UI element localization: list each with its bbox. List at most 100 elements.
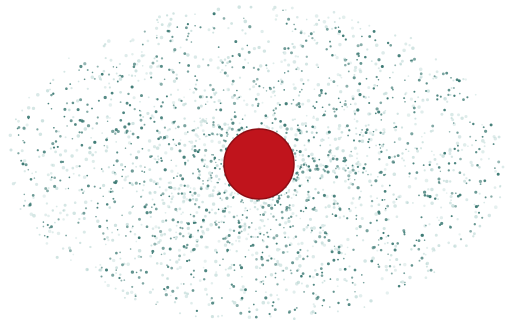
particle bbox=[289, 215, 293, 219]
particle-halo bbox=[389, 253, 393, 257]
particle-halo bbox=[392, 265, 396, 269]
particle-halo bbox=[307, 35, 310, 38]
particle-halo bbox=[279, 82, 283, 86]
particle bbox=[177, 125, 180, 129]
particle bbox=[403, 231, 406, 234]
particle-halo bbox=[339, 74, 342, 77]
particle-halo bbox=[198, 279, 202, 282]
particle bbox=[396, 242, 399, 245]
particle bbox=[482, 126, 485, 129]
particle-halo bbox=[452, 205, 455, 208]
particle bbox=[412, 106, 416, 110]
particle-halo bbox=[464, 114, 468, 119]
particle bbox=[43, 234, 46, 237]
particle bbox=[202, 278, 206, 281]
particle-halo bbox=[352, 197, 355, 200]
particle-halo bbox=[107, 238, 110, 242]
particle-halo bbox=[206, 245, 209, 249]
particle bbox=[352, 76, 356, 80]
particle bbox=[447, 169, 450, 172]
particle bbox=[196, 150, 200, 154]
particle bbox=[457, 79, 461, 83]
particle-halo bbox=[336, 285, 339, 288]
particle-halo bbox=[135, 190, 138, 193]
particle-halo bbox=[297, 254, 302, 258]
particle-halo bbox=[266, 301, 270, 305]
particle bbox=[67, 187, 70, 190]
particle-halo bbox=[403, 262, 407, 267]
particle-halo bbox=[252, 85, 256, 89]
particle bbox=[410, 264, 414, 267]
particle-halo bbox=[296, 280, 301, 285]
particle-halo bbox=[351, 95, 355, 99]
particle-halo bbox=[435, 70, 439, 74]
particle-halo bbox=[407, 184, 412, 189]
particle bbox=[328, 77, 331, 79]
particle-halo bbox=[283, 58, 287, 62]
particle bbox=[120, 75, 124, 78]
particle-halo bbox=[209, 223, 213, 227]
particle-halo bbox=[323, 279, 326, 282]
particle-halo bbox=[409, 36, 413, 40]
particle-halo bbox=[247, 249, 250, 251]
particle-halo bbox=[194, 133, 198, 137]
particle-halo bbox=[213, 92, 215, 94]
particle-halo bbox=[332, 206, 336, 209]
particle bbox=[403, 97, 406, 100]
particle bbox=[256, 104, 260, 108]
particle bbox=[287, 217, 290, 220]
particle bbox=[323, 235, 327, 239]
particle-halo bbox=[157, 131, 161, 135]
particle-halo bbox=[291, 179, 295, 183]
particle-halo bbox=[153, 190, 157, 194]
particle bbox=[255, 83, 257, 85]
particle bbox=[201, 218, 205, 222]
particle-halo bbox=[83, 127, 88, 131]
particle bbox=[116, 80, 119, 83]
particle-halo bbox=[300, 122, 305, 126]
particle bbox=[184, 161, 187, 165]
particle-halo bbox=[168, 128, 171, 131]
particle bbox=[116, 151, 119, 154]
particle-halo bbox=[32, 213, 36, 218]
particle-halo bbox=[305, 225, 309, 229]
particle-halo bbox=[405, 200, 409, 205]
particle-halo bbox=[428, 223, 431, 226]
particle bbox=[301, 170, 305, 174]
particle bbox=[125, 129, 129, 133]
particle bbox=[372, 130, 375, 133]
particle-halo bbox=[23, 170, 26, 173]
particle bbox=[332, 290, 335, 293]
particle-halo bbox=[351, 34, 355, 38]
particle-halo bbox=[213, 248, 218, 253]
particle bbox=[404, 100, 406, 103]
particle bbox=[306, 255, 309, 258]
particle-halo bbox=[214, 259, 218, 264]
particle bbox=[24, 163, 28, 167]
particle bbox=[33, 177, 36, 179]
particle bbox=[110, 187, 113, 190]
particle-halo bbox=[143, 78, 146, 81]
particle-halo bbox=[109, 58, 113, 62]
particle-halo bbox=[134, 293, 137, 296]
particle-halo bbox=[487, 213, 491, 218]
particle-halo bbox=[48, 229, 52, 233]
particle bbox=[42, 221, 45, 223]
particle bbox=[298, 184, 302, 188]
particle-halo bbox=[409, 97, 413, 101]
particle bbox=[295, 172, 298, 175]
particle-halo bbox=[55, 255, 59, 259]
particle bbox=[336, 202, 339, 205]
particle-halo bbox=[236, 97, 239, 100]
particle-halo bbox=[177, 248, 181, 252]
particle-halo bbox=[157, 42, 160, 46]
particle bbox=[232, 284, 236, 288]
particle bbox=[307, 155, 310, 158]
particle-halo bbox=[168, 22, 172, 26]
particle-halo bbox=[65, 213, 69, 217]
particle bbox=[115, 66, 118, 69]
particle-halo bbox=[107, 166, 111, 169]
particle bbox=[183, 124, 187, 128]
particle-halo bbox=[265, 125, 269, 129]
